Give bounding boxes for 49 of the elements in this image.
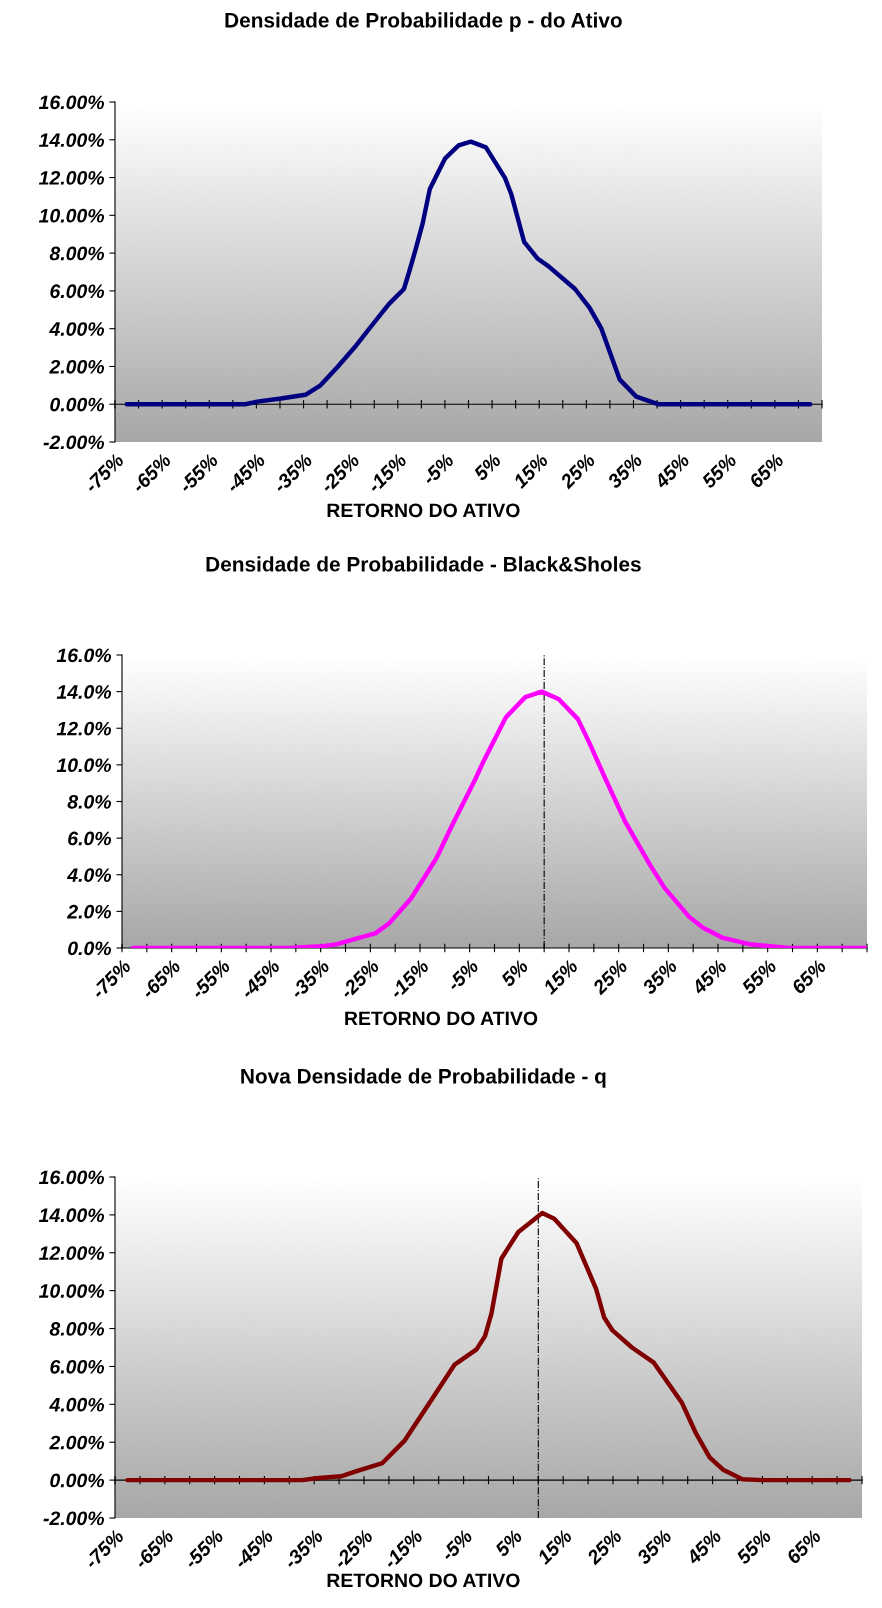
y-tick-label: 10.0% (56, 758, 112, 773)
x-tick-label: 5% (472, 452, 502, 482)
x-axis-title: RETORNO DO ATIVO (345, 1011, 538, 1026)
x-tick-label: 5% (494, 1528, 524, 1558)
y-tick-label: 8.0% (67, 794, 112, 809)
y-tick-label: 8.00% (49, 1322, 105, 1336)
y-tick-label: 4.0% (66, 868, 112, 882)
y-tick-label: 8.00% (49, 246, 105, 261)
x-tick-label: -5% (439, 1528, 474, 1562)
x-tick-label: 65% (785, 1528, 822, 1565)
y-tick-label: 6.0% (68, 831, 112, 846)
y-tick-label: 0.00% (50, 1473, 105, 1488)
y-tick-label: 16.00% (38, 1170, 105, 1185)
x-tick-label: 65% (748, 452, 785, 489)
y-tick-label: 4.00% (49, 322, 105, 336)
y-tick-label: -2.00% (43, 435, 105, 450)
y-tick-label: 16.00% (38, 95, 105, 110)
y-tick-label: 10.00% (38, 1284, 105, 1298)
y-tick-label: 12.0% (56, 721, 112, 736)
x-tick-label: -5% (421, 452, 455, 486)
y-tick-label: 14.00% (38, 133, 105, 148)
x-axis-title: RETORNO DO ATIVO (327, 503, 520, 518)
y-tick-label: 12.00% (38, 1246, 105, 1261)
x-tick-label: 45% (653, 452, 691, 490)
y-tick-label: 2.0% (66, 904, 112, 919)
y-tick-label: 12.00% (38, 171, 105, 185)
y-tick-label: 4.00% (49, 1397, 105, 1412)
y-tick-label: 2.00% (49, 1435, 105, 1450)
chart-title: Densidade de Probabilidade - Black&Sholes (206, 556, 641, 572)
chart-title: Densidade de Probabilidade p - do Ativo (225, 12, 622, 32)
line-series (125, 1210, 852, 1483)
y-tick-label: 6.00% (50, 284, 105, 299)
x-axis-title: RETORNO DO ATIVO (327, 1573, 520, 1588)
chart-title: Nova Densidade de Probabilidade - q (241, 1068, 606, 1088)
y-tick-label: 0.0% (68, 941, 112, 956)
y-tick-label: 10.00% (38, 208, 105, 223)
x-tick-label: 5% (500, 958, 530, 988)
y-tick-label: 14.0% (56, 685, 112, 699)
y-tick-label: 2.00% (49, 359, 105, 374)
y-tick-label: 6.00% (50, 1359, 105, 1374)
line-series (130, 689, 867, 948)
y-tick-label: 16.0% (56, 648, 112, 663)
x-tick-label: 65% (790, 958, 828, 995)
y-tick-label: 0.00% (50, 397, 105, 412)
y-tick-label: -2.00% (43, 1511, 105, 1526)
x-tick-label: 45% (685, 1528, 723, 1566)
y-tick-label: 14.00% (38, 1208, 105, 1223)
x-tick-label: -5% (446, 958, 480, 992)
line-series (124, 139, 813, 407)
